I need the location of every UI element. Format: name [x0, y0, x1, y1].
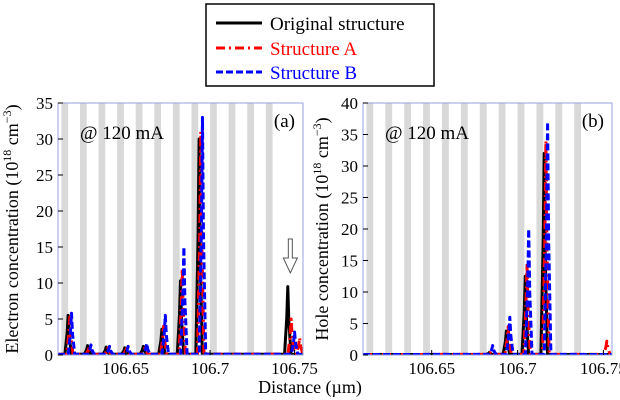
barrier-band — [172, 103, 180, 355]
y-tick-label: 15 — [341, 252, 358, 271]
legend-label-structure-b: Structure B — [270, 63, 357, 84]
barrier-band — [117, 103, 124, 355]
x-tick-label: 106.7 — [498, 359, 537, 378]
barrier-band — [154, 103, 162, 355]
y-tick-label: 25 — [341, 189, 358, 208]
y-tick-label: 20 — [36, 202, 53, 221]
barrier-band — [247, 103, 254, 355]
y-tick-label: 5 — [350, 315, 359, 334]
barrier-band — [574, 103, 582, 355]
barrier-band — [228, 103, 236, 355]
barrier-band — [536, 103, 544, 355]
y-tick-label: 0 — [350, 346, 359, 365]
x-tick-label: 106.75 — [580, 359, 620, 378]
x-axis-label: Distance (µm) — [258, 377, 362, 398]
y-tick-label: 15 — [36, 238, 53, 257]
x-tick-label: 106.75 — [271, 359, 318, 378]
x-tick-label: 106.65 — [408, 359, 455, 378]
series-line-structure-b — [58, 115, 303, 355]
panel-label: (a) — [274, 111, 295, 132]
series-line-structure-a — [363, 139, 612, 355]
barrier-band — [385, 103, 393, 355]
plot-frame — [57, 102, 304, 356]
chart-panel-b: 0 5 10 15 20 25 30 35 40 106.65 106.7 106.75 (b) @ 12… — [310, 94, 620, 378]
barrier-band — [191, 103, 199, 355]
series-line-structure-b — [363, 120, 612, 355]
y-tick-label: 20 — [341, 220, 358, 239]
x-tick-label: 106.65 — [102, 359, 149, 378]
barrier-band — [404, 103, 412, 355]
x-tick-label: 106.7 — [191, 359, 230, 378]
y-tick-label: 0 — [45, 346, 54, 365]
barrier-band — [498, 103, 506, 355]
y-tick-label: 25 — [36, 166, 53, 185]
y-tick-label: 35 — [341, 126, 358, 145]
y-tick-label: 30 — [36, 130, 53, 149]
barrier-band — [210, 103, 217, 355]
y-tick-label: 5 — [45, 310, 54, 329]
barrier-band — [366, 103, 374, 355]
chart-panel-a: 0 5 10 15 20 25 30 35 106.65 106.7 106.75 (a) @ 120 … — [0, 94, 318, 378]
barrier-band — [98, 103, 106, 355]
down-arrow-icon — [282, 238, 299, 275]
barrier-band — [441, 103, 449, 355]
series-line-original — [58, 137, 303, 355]
current-annotation: @ 120 mA — [80, 123, 164, 144]
barrier-band — [61, 103, 69, 355]
y-tick-label: 35 — [36, 94, 53, 113]
barrier-band — [555, 103, 563, 355]
y-tick-label: 40 — [341, 94, 358, 113]
current-annotation: @ 120 mA — [385, 123, 469, 144]
legend-box — [205, 3, 435, 87]
panel-label: (b) — [582, 111, 604, 132]
y-tick-label: 10 — [341, 283, 358, 302]
y-axis-label: Electron concentration (1018 cm−3) — [0, 104, 23, 353]
y-tick-label: 30 — [341, 157, 358, 176]
y-tick-label: 10 — [36, 274, 53, 293]
barrier-band — [460, 103, 468, 355]
y-axis-label: Hole concentration (1018 cm−3) — [310, 117, 333, 340]
legend: Original structure Structure A Structure… — [205, 3, 435, 87]
barrier-band — [479, 103, 487, 355]
legend-label-original: Original structure — [270, 14, 405, 35]
barrier-band — [517, 103, 525, 355]
barrier-band — [135, 103, 143, 355]
barrier-band — [265, 103, 273, 355]
barrier-band — [423, 103, 430, 355]
legend-label-structure-a: Structure A — [270, 39, 357, 60]
barrier-band — [79, 103, 87, 355]
